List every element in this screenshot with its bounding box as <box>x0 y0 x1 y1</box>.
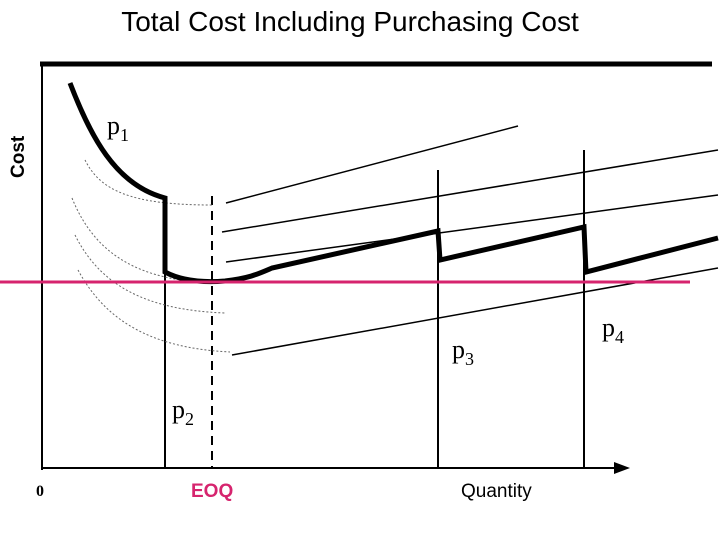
cost-line-p3 <box>225 194 719 263</box>
origin-label: 0 <box>36 483 44 500</box>
cost-line-p2 <box>221 149 719 233</box>
diagram-title: Total Cost Including Purchasing Cost <box>121 6 579 37</box>
cost-line-p1 <box>225 125 519 204</box>
price-label-p2: p2 <box>172 395 194 429</box>
curve-dotted-d <box>77 269 231 353</box>
price-label-p4: p4 <box>602 313 624 347</box>
eoq-label: EOQ <box>191 481 233 502</box>
x-axis-arrow <box>614 462 630 474</box>
price-label-p3: p3 <box>452 335 474 369</box>
curve-dotted-c <box>74 234 226 314</box>
curve-dotted-a <box>84 159 213 206</box>
price-label-p1: p1 <box>107 111 129 145</box>
quantity-label: Quantity <box>461 481 532 502</box>
curve-dotted-b <box>71 197 221 284</box>
total-cost-bold-curve <box>67 82 719 285</box>
